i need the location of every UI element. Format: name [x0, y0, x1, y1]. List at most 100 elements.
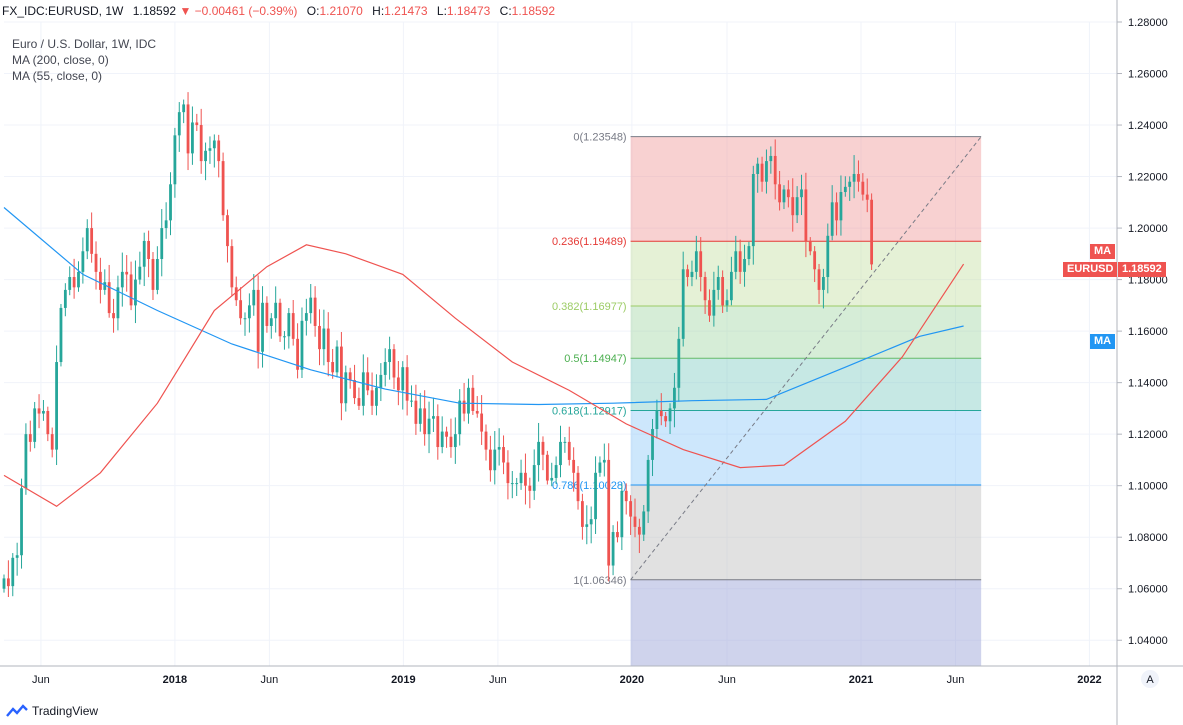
candle-body: [20, 488, 23, 556]
candle-body: [204, 150, 207, 162]
close-label: C:: [499, 4, 512, 18]
candle-body: [278, 302, 282, 337]
candle-body: [563, 441, 567, 443]
candle-body: [164, 220, 168, 229]
candle-body: [537, 441, 540, 466]
high-label: H:: [372, 4, 385, 18]
tradingview-logo-icon: [6, 704, 28, 717]
candle-body: [738, 251, 742, 272]
candle-body: [581, 501, 584, 527]
candle-body: [857, 173, 860, 182]
candle-body: [611, 532, 615, 566]
low-value: 1.18473: [446, 4, 491, 18]
legend-ma55[interactable]: MA (55, close, 0): [12, 69, 103, 83]
candle-body: [344, 372, 348, 404]
candle-body: [208, 148, 212, 151]
candle-body: [357, 398, 361, 406]
candle-body: [169, 184, 172, 221]
candle-body: [340, 346, 343, 404]
candle-body: [309, 297, 313, 314]
candle-body: [63, 289, 67, 308]
brand-name[interactable]: TradingView: [32, 704, 99, 718]
candle-body: [24, 434, 28, 489]
x-tick-label: Jun: [718, 674, 736, 686]
close-value: 1.18592: [511, 4, 556, 18]
candle-body: [234, 287, 238, 301]
y-tick-label: 1.14000: [1128, 378, 1168, 390]
candle-body: [791, 197, 795, 216]
candle-body: [642, 511, 646, 535]
candle-body: [515, 483, 519, 485]
candle-body: [269, 318, 273, 326]
candle-body: [467, 387, 470, 414]
candle-body: [274, 302, 278, 319]
candle-body: [247, 305, 251, 319]
candlestick-series: [2, 92, 874, 597]
candle-body: [620, 490, 624, 538]
candle-body: [129, 274, 133, 306]
candle-body: [85, 228, 89, 252]
symbol-title[interactable]: FX_IDC:EURUSD, 1W: [2, 4, 124, 18]
candle-body: [848, 181, 852, 187]
y-tick-label: 1.20000: [1128, 223, 1168, 235]
candle-body: [773, 155, 777, 185]
x-tick-label: Jun: [32, 674, 50, 686]
candle-body: [230, 246, 234, 288]
candle-body: [769, 155, 773, 162]
candle-body: [502, 447, 505, 463]
candle-body: [602, 459, 606, 463]
fib-level-label: 0.236(1.19489): [552, 236, 627, 248]
y-tick-label: 1.10000: [1128, 481, 1168, 493]
legend-title[interactable]: Euro / U.S. Dollar, 1W, IDC: [12, 37, 157, 51]
candle-body: [182, 104, 186, 113]
candle-body: [572, 459, 576, 473]
candle-body: [366, 372, 370, 391]
fib-zone: [630, 410, 982, 485]
candle-body: [2, 578, 6, 589]
candle-body: [510, 483, 514, 485]
candle-body: [598, 462, 602, 473]
candle-body: [559, 441, 562, 466]
moving-averages: [3, 207, 965, 508]
candle-body: [427, 418, 431, 435]
x-tick-label: Jun: [489, 674, 507, 686]
candle-body: [690, 271, 694, 278]
candle-body: [484, 431, 488, 450]
candle-body: [716, 277, 720, 290]
candle-body: [283, 336, 286, 338]
candle-body: [6, 578, 10, 587]
candle-body: [304, 313, 308, 321]
candle-body: [708, 300, 711, 316]
candle-body: [68, 277, 72, 290]
candle-body: [786, 189, 790, 198]
y-tick-label: 1.08000: [1128, 532, 1168, 544]
candle-body: [112, 313, 115, 319]
candle-body: [318, 325, 321, 350]
candle-body: [256, 289, 260, 352]
fib-level-label: 0.786(1.10028): [552, 480, 627, 492]
candle-body: [326, 328, 330, 363]
candle-body: [843, 186, 847, 193]
candle-body: [42, 410, 45, 414]
candle-body: [616, 532, 619, 538]
candle-body: [703, 277, 707, 301]
fibonacci-retracement[interactable]: 0(1.23548) 0.236(1.19489) 0.382(1.16977) 0.…: [552, 132, 982, 666]
candle-body: [370, 390, 374, 406]
legend-ma200[interactable]: MA (200, close, 0): [12, 53, 109, 67]
candle-body: [107, 282, 111, 314]
candle-body: [252, 289, 256, 306]
candle-body: [488, 449, 492, 471]
candle-body: [668, 408, 672, 422]
candle-body: [493, 449, 497, 471]
ma55-line: [3, 244, 965, 508]
candle-body: [445, 431, 448, 437]
candle-body: [576, 472, 580, 502]
candle-body: [659, 410, 663, 417]
y-tick-label: 1.04000: [1128, 635, 1168, 647]
ma200-badge: MA: [1090, 334, 1116, 349]
candle-body: [760, 163, 764, 182]
footer: TradingView: [6, 704, 98, 718]
x-tick-label: 2018: [163, 674, 187, 686]
